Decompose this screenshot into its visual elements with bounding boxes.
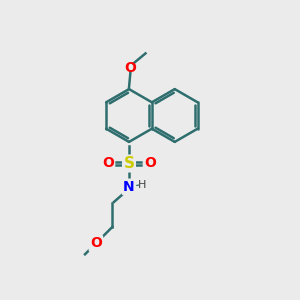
- Text: N: N: [123, 180, 135, 194]
- Text: O: O: [144, 157, 156, 170]
- Text: S: S: [124, 156, 134, 171]
- Text: O: O: [90, 236, 102, 250]
- Text: H: H: [137, 179, 146, 190]
- Text: O: O: [102, 157, 114, 170]
- Text: O: O: [124, 61, 136, 74]
